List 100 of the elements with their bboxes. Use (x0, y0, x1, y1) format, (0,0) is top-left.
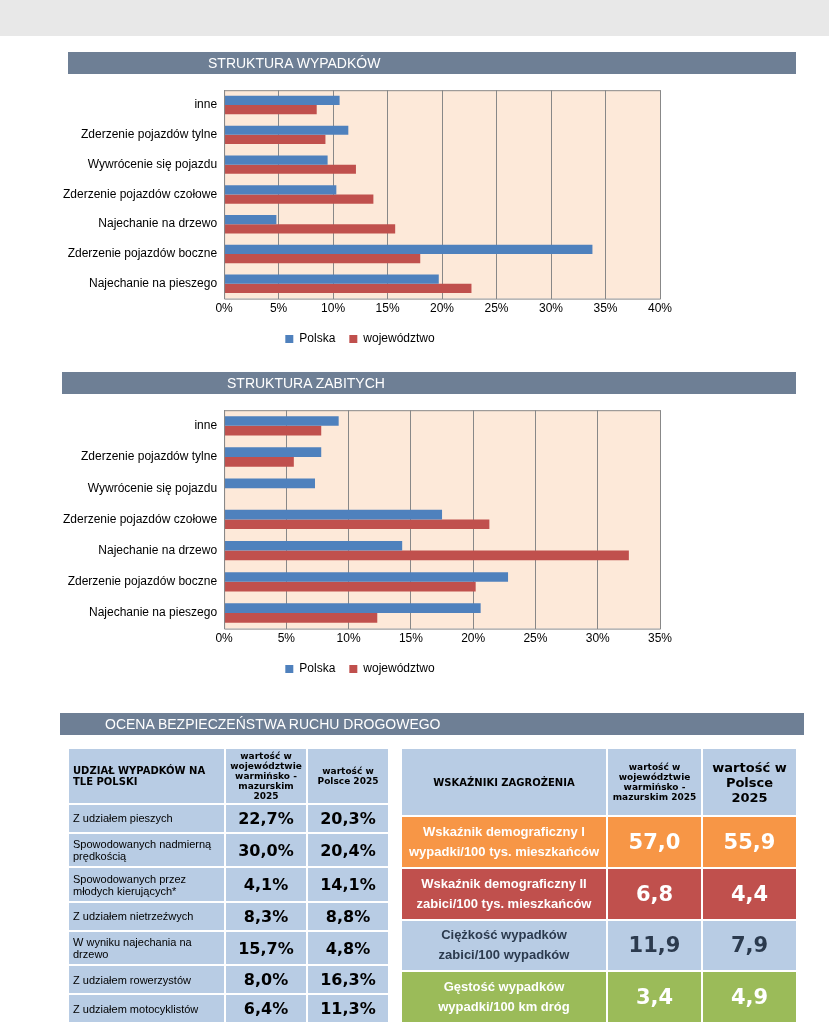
y-tick-label: Wywrócenie się pojazdu (87, 156, 218, 171)
y-tick-label: Najechanie na pieszego (88, 605, 218, 620)
chart-title: STRUKTURA WYPADKÓW (68, 52, 796, 74)
legend-label: województwo (362, 661, 436, 676)
data-label: 4,1% (225, 867, 307, 902)
data-label: 55,9 (702, 816, 797, 868)
category-label: Spowodowanych nadmierną prędkością (68, 832, 225, 868)
x-tick-label: 25% (484, 301, 509, 316)
data-label: 57,0 (607, 816, 702, 868)
legend-label: Polska (299, 661, 336, 676)
bar (224, 283, 472, 293)
bar (224, 134, 326, 145)
data-label: 7,9 (702, 919, 797, 972)
bar (224, 214, 277, 225)
bar (224, 447, 322, 457)
bar (224, 519, 490, 530)
data-label: 4,4 (702, 867, 797, 920)
bar (224, 425, 322, 436)
y-tick-label: Zderzenie pojazdów boczne (67, 246, 218, 261)
bar (224, 224, 396, 234)
category-label: Wskaźnik demograficzny I wypadki/100 tys. mieszkańców (401, 816, 607, 868)
category-label: Spowodowanych przez młodych kierujących* (68, 867, 225, 902)
data-label: 30,0% (225, 832, 307, 868)
x-tick-label: 35% (647, 631, 673, 646)
y-tick-label: Zderzenie pojazdów boczne (67, 574, 218, 589)
legend-label: Polska (299, 331, 336, 346)
bar (224, 416, 339, 426)
bar (224, 194, 374, 204)
text: UDZIAŁ WYPADKÓW NA TLE POLSKI (68, 748, 225, 804)
y-tick-label: Zderzenie pojazdów tylne (81, 449, 218, 464)
x-tick-label: 35% (593, 301, 618, 316)
data-label: 3,4 (607, 971, 702, 1023)
data-label: 4,9 (702, 971, 797, 1023)
data-label: 14,1% (307, 867, 389, 902)
category-label: Z udziałem pieszych (68, 804, 225, 833)
data-label: 8,0% (225, 965, 307, 995)
category-label: Z udziałem nietrzeźwych (68, 901, 225, 931)
bar (224, 253, 421, 264)
bar (224, 274, 439, 284)
category-label: Wskaźnik demograficzny II zabici/100 tys. mieszkańców (401, 867, 607, 920)
bar (224, 457, 294, 467)
data-label: 8,3% (225, 901, 307, 931)
bar (224, 155, 328, 165)
data-label: 6,8 (607, 867, 702, 920)
x-tick-label: 10% (336, 631, 361, 646)
x-tick-label: 0% (215, 301, 234, 316)
x-tick-label: 5% (277, 631, 296, 646)
series-label: wartość w Polsce 2025 (702, 748, 797, 816)
category-label: Gęstość wypadków wypadki/100 km dróg (401, 971, 607, 1023)
series-label: wartość w województwie warmińsko - mazurskim 2025 (607, 748, 702, 816)
y-tick-label: Wywrócenie się pojazdu (87, 480, 218, 495)
y-tick-label: Zderzenie pojazdów tylne (81, 127, 218, 142)
bar (224, 581, 476, 592)
bar (224, 509, 443, 520)
y-tick-label: Najechanie na drzewo (98, 216, 218, 231)
bar (224, 164, 356, 174)
category-label: Ciężkość wypadków zabici/100 wypadków (401, 919, 607, 972)
bar (224, 125, 349, 135)
bar (224, 105, 317, 115)
x-tick-label: 40% (647, 301, 673, 316)
x-tick-label: 0% (215, 631, 234, 646)
data-label: 16,3% (307, 965, 389, 995)
data-label: 6,4% (225, 994, 307, 1023)
category-label: W wyniku najechania na drzewo (68, 930, 225, 966)
category-label: Z udziałem motocyklistów (68, 994, 225, 1023)
data-label: 11,3% (307, 994, 389, 1023)
bar (224, 572, 509, 582)
x-tick-label: 30% (539, 301, 564, 316)
bar (224, 603, 481, 613)
x-tick-label: 20% (430, 301, 455, 316)
y-tick-label: inne (194, 418, 218, 433)
y-tick-label: inne (194, 97, 218, 112)
x-tick-label: 15% (375, 301, 400, 316)
y-tick-label: Zderzenie pojazdów czołowe (62, 186, 218, 201)
y-tick-label: Najechanie na pieszego (88, 276, 218, 291)
legend-label: województwo (362, 331, 436, 346)
y-tick-label: Zderzenie pojazdów czołowe (62, 511, 218, 526)
bar (224, 244, 593, 254)
data-label: 15,7% (225, 930, 307, 966)
x-tick-label: 25% (523, 631, 548, 646)
category-label: Z udziałem rowerzystów (68, 965, 225, 995)
bar (224, 95, 340, 106)
bar (224, 478, 315, 489)
bar (224, 540, 403, 551)
data-label: 20,4% (307, 832, 389, 868)
data-label: 11,9 (607, 919, 702, 972)
data-label: 22,7% (225, 804, 307, 833)
bar (224, 613, 378, 623)
bar (224, 550, 629, 561)
data-label: 20,3% (307, 804, 389, 833)
x-tick-label: 30% (585, 631, 611, 646)
data-label: 4,8% (307, 930, 389, 966)
data-label: 8,8% (307, 901, 389, 931)
text: WSKAŹNIKI ZAGROŻENIA (401, 748, 607, 816)
x-tick-label: 10% (321, 301, 346, 316)
text: OCENA BEZPIECZEŃSTWA RUCHU DROGOWEGO (60, 713, 804, 735)
bar (224, 185, 337, 195)
x-tick-label: 20% (461, 631, 486, 646)
y-tick-label: Najechanie na drzewo (98, 542, 218, 557)
x-tick-label: 15% (398, 631, 424, 646)
